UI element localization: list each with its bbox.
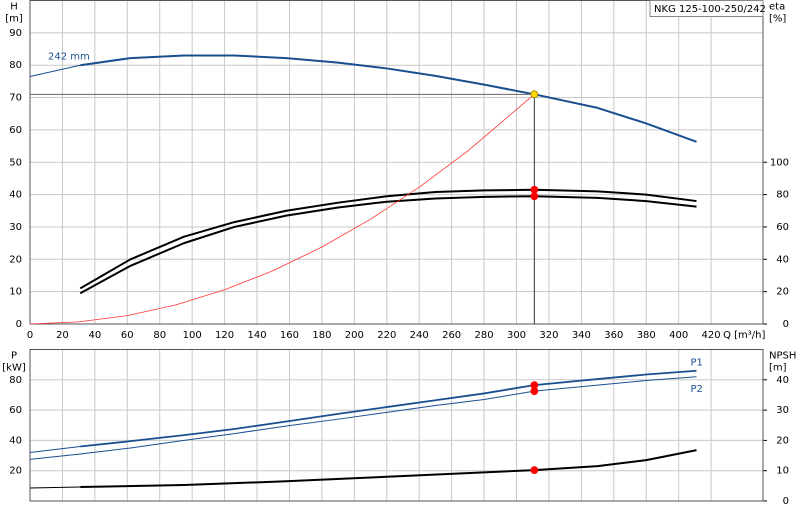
operating-point <box>530 185 539 194</box>
model-box <box>649 0 764 17</box>
y-tick-label: 60 <box>9 125 22 136</box>
x-tick-label: 380 <box>637 330 656 341</box>
y2-tick-label: 20 <box>776 435 789 446</box>
x-tick-label: 160 <box>280 330 299 341</box>
operating-point <box>530 387 539 396</box>
y-tick-label: 70 <box>9 93 22 104</box>
y2-tick-label: 0 <box>783 496 789 507</box>
curve <box>80 369 697 448</box>
x-tick-label: 40 <box>89 330 102 341</box>
curve <box>79 188 697 290</box>
y2-tick-label: 20 <box>776 287 789 298</box>
x-tick-label: 180 <box>312 330 331 341</box>
y2-axis-unit: [m] <box>769 363 787 374</box>
y2-axis-title: NPSH <box>769 351 796 362</box>
y-tick-label: 40 <box>9 190 22 201</box>
y2-tick-label: 60 <box>776 222 789 233</box>
x-tick-label: 100 <box>183 330 202 341</box>
x-tick-label: 420 <box>702 330 721 341</box>
x-tick-label: 340 <box>572 330 591 341</box>
x-tick-label: 400 <box>669 330 688 341</box>
y-tick-label: 60 <box>9 405 22 416</box>
y2-tick-label: 30 <box>776 405 789 416</box>
y2-axis-unit: [%] <box>769 14 786 25</box>
x-tick-label: 360 <box>604 330 623 341</box>
plot-frame <box>29 0 764 325</box>
y-tick-label: 0 <box>16 319 22 330</box>
curve <box>29 376 697 460</box>
x-tick-label: 260 <box>442 330 461 341</box>
curve <box>79 195 697 295</box>
y2-tick-label: 0 <box>783 319 789 330</box>
x-tick-label: 220 <box>377 330 396 341</box>
y-tick-label: 20 <box>9 254 22 265</box>
x-tick-label: 80 <box>153 330 166 341</box>
y2-tick-label: 40 <box>776 375 789 386</box>
y-tick-label: 40 <box>9 435 22 446</box>
x-tick-label: 20 <box>56 330 69 341</box>
operating-point <box>530 90 539 99</box>
curve <box>80 449 697 489</box>
x-tick-label: 280 <box>475 330 494 341</box>
y-axis-unit: [m] <box>5 14 23 25</box>
x-tick-label: 200 <box>345 330 364 341</box>
y-axis-title: P <box>11 351 17 362</box>
y-tick-label: 90 <box>9 28 22 39</box>
x-tick-label: 0 <box>27 330 33 341</box>
operating-point <box>530 466 539 474</box>
x-tick-label: 140 <box>247 330 266 341</box>
y-tick-label: 50 <box>9 157 22 168</box>
curve <box>29 486 81 489</box>
y2-tick-label: 10 <box>776 466 789 477</box>
curve <box>80 54 697 143</box>
curve <box>29 64 81 78</box>
plot-frame <box>29 349 764 502</box>
operating-point <box>530 192 539 201</box>
curve <box>29 445 81 454</box>
y-tick-label: 20 <box>9 466 22 477</box>
x-tick-label: 240 <box>410 330 429 341</box>
series-label: 242 mm <box>48 52 90 63</box>
x-tick-label: 320 <box>539 330 558 341</box>
x-tick-label: 120 <box>215 330 234 341</box>
y-tick-label: 10 <box>9 287 22 298</box>
series-label: P1 <box>691 358 703 369</box>
y-tick-label: 80 <box>9 375 22 386</box>
x-tick-label: 300 <box>507 330 526 341</box>
y-axis-title: H <box>10 2 18 13</box>
x-axis-title: Q [m³/h] <box>723 330 765 341</box>
y-tick-label: 30 <box>9 222 22 233</box>
y2-tick-label: 80 <box>776 190 789 201</box>
curve <box>29 94 535 325</box>
y2-axis-title: eta <box>769 2 785 13</box>
y-axis-unit: [kW] <box>2 363 26 374</box>
y2-tick-label: 100 <box>770 157 789 168</box>
series-label: P2 <box>691 384 703 395</box>
model-title: NKG 125-100-250/242 <box>654 4 766 15</box>
y-tick-label: 80 <box>9 60 22 71</box>
x-tick-label: 60 <box>121 330 134 341</box>
y2-tick-label: 40 <box>776 254 789 265</box>
